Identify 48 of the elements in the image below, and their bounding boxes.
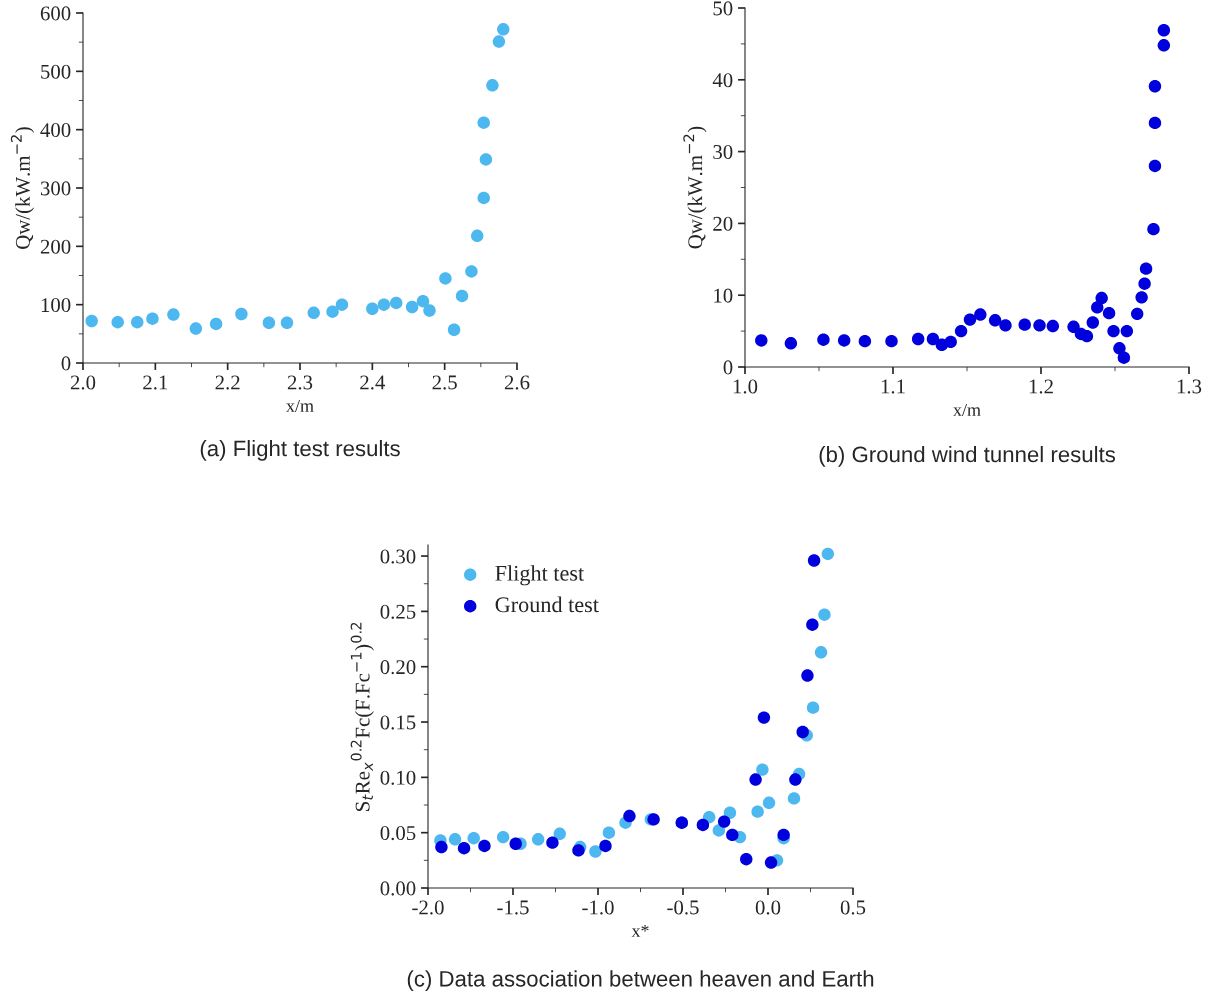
text: (c) Data association between heaven and Earth	[407, 970, 874, 992]
y-tick-label: 40	[712, 73, 733, 88]
x-tick-label: 1.2	[1029, 379, 1053, 394]
x-tick-label: 2.3	[287, 375, 313, 390]
y-tick-label: 0.10	[380, 770, 416, 785]
x-tick-label: 2.4	[360, 375, 386, 390]
y-tick-label: 10	[714, 288, 733, 303]
y-tick-label: 0.05	[380, 826, 416, 841]
y-tick-label: 50	[713, 1, 733, 16]
text: S$_{t}$Re$_{x}$$^{0.2}$Fc(F.Fc$^{−1}$)$^{0.2}$	[350, 622, 374, 811]
y-tick-label: 20	[713, 216, 733, 231]
y-tick-label: 30	[713, 144, 733, 160]
y-tick-label: 0.15	[380, 715, 416, 730]
x-axis-title: x/m	[953, 403, 981, 416]
x-axis-title: x/m	[286, 399, 314, 412]
legend-label: Flight test	[495, 565, 585, 586]
text: (b) Ground wind tunnel results	[819, 445, 1116, 467]
y-tick-label: 0	[61, 356, 71, 371]
y-tick-label: 400	[40, 123, 71, 138]
y-tick-label: 100	[41, 298, 71, 313]
y-tick-label: 0.30	[380, 549, 416, 564]
legend-label: Ground test	[495, 596, 599, 613]
x-tick-label: 2.6	[504, 375, 530, 390]
x-tick-label: 1.1	[881, 379, 905, 394]
x-tick-label: -2.0	[412, 900, 444, 915]
x-axis-title: x*	[631, 924, 649, 937]
text: (a) Flight test results	[200, 440, 400, 461]
x-tick-label: 1.3	[1177, 379, 1202, 394]
x-tick-label: -0.5	[667, 900, 699, 915]
x-tick-label: -1.0	[582, 900, 614, 915]
x-tick-label: 0.5	[840, 900, 866, 915]
x-tick-label: 1.0	[733, 379, 758, 394]
y-tick-label: 0	[723, 360, 733, 375]
x-tick-label: 2.0	[70, 375, 96, 390]
y-tick-label: 0.25	[380, 604, 416, 619]
x-tick-label: 0.0	[755, 900, 781, 915]
y-tick-label: 300	[40, 181, 71, 196]
x-tick-label: 2.1	[143, 375, 168, 390]
x-tick-label: 2.5	[432, 375, 457, 390]
y-tick-label: 0.20	[380, 660, 416, 675]
x-tick-label: 2.2	[215, 375, 240, 390]
y-tick-label: 0.00	[380, 881, 416, 896]
y-tick-label: 600	[40, 6, 71, 21]
x-tick-label: -1.5	[497, 900, 529, 915]
y-axis-title: Qw/(kW.m$^{−2}$)	[683, 126, 707, 249]
y-axis-title: Qw/(kW.m$^{−2}$)	[10, 127, 35, 249]
y-tick-label: 500	[41, 64, 71, 79]
y-tick-label: 200	[40, 239, 71, 254]
